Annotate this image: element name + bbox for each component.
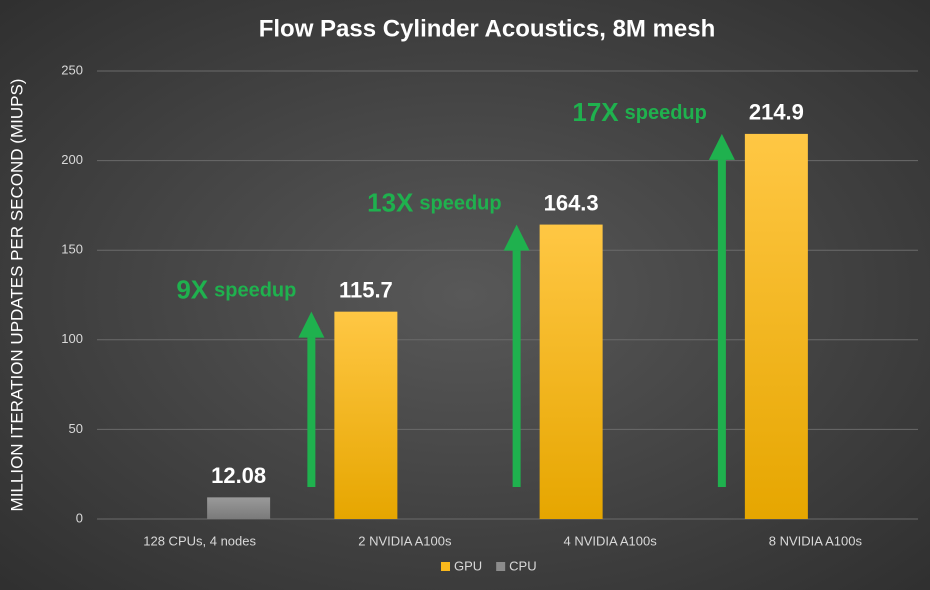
value-label: 12.08 <box>211 463 266 488</box>
speedup-text: speedup <box>419 193 501 215</box>
x-tick-label: 8 NVIDIA A100s <box>769 533 863 548</box>
value-label: 115.7 <box>339 277 393 302</box>
y-tick-label: 50 <box>69 421 83 436</box>
speedup-arrow-head <box>503 224 530 251</box>
x-tick-label: 2 NVIDIA A100s <box>358 533 452 548</box>
speedup-annotation: 17X speedup <box>572 97 707 127</box>
value-label: 164.3 <box>544 190 599 215</box>
bar <box>539 224 603 519</box>
speedup-annotation: 13X speedup <box>367 187 502 217</box>
speedup-text: speedup <box>214 280 296 302</box>
speedup-factor: 9X <box>176 275 208 305</box>
legend-swatch <box>441 562 450 571</box>
bar <box>744 133 808 519</box>
x-tick-label: 4 NVIDIA A100s <box>564 533 658 548</box>
legend-swatch <box>496 562 506 571</box>
y-tick-label: 100 <box>61 331 83 346</box>
speedup-annotation: 9X speedup <box>176 275 296 305</box>
value-label: 214.9 <box>749 100 804 125</box>
y-tick-label: 250 <box>61 62 83 77</box>
speedup-text: speedup <box>625 102 707 124</box>
bar <box>207 497 271 519</box>
legend-label: GPU <box>454 558 482 573</box>
y-tick-label: 200 <box>61 152 83 167</box>
y-tick-label: 150 <box>61 242 83 257</box>
legend-label: CPU <box>509 558 536 573</box>
speedup-factor: 17X <box>572 97 619 127</box>
x-tick-label: 128 CPUs, 4 nodes <box>143 533 256 548</box>
speedup-arrow-head <box>298 311 325 338</box>
bar <box>334 311 398 519</box>
y-axis-label: MILLION ITERATION UPDATES PER SECOND (MI… <box>7 79 26 512</box>
speedup-arrow-head <box>708 133 735 160</box>
speedup-factor: 13X <box>367 187 414 217</box>
y-tick-label: 0 <box>76 510 83 525</box>
chart-title: Flow Pass Cylinder Acoustics, 8M mesh <box>259 15 716 42</box>
